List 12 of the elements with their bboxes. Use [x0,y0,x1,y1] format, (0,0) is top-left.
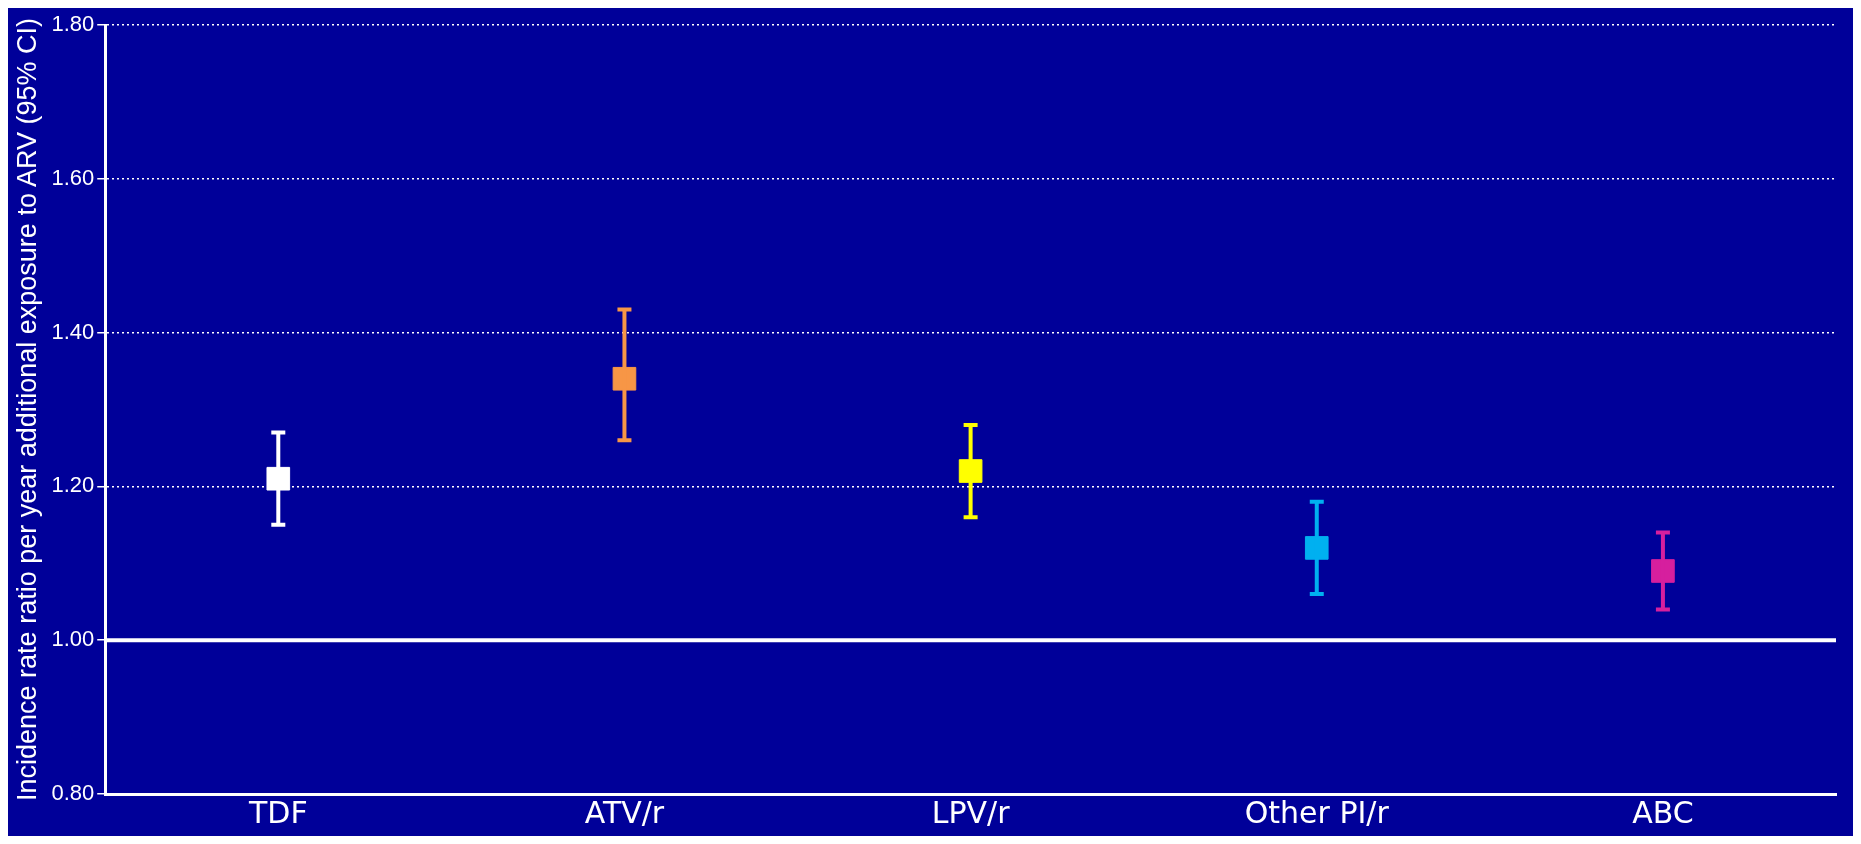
y-axis-title: Incidence rate ratio per year additional exposure to ARV (95% CI) [11,18,42,801]
y-tick-label: 1.20 [51,472,95,498]
y-tick-label: 1.80 [51,11,95,37]
x-tick-label: TDF [247,794,308,830]
y-tick-label: 1.00 [51,626,95,652]
y-tick-label: 1.40 [51,318,95,344]
x-tick-label: Other PI/r [1244,794,1390,830]
y-tick-label: 0.80 [51,780,95,806]
y-tick-label: 1.60 [51,164,95,190]
x-tick-label: ATV/r [584,794,665,830]
x-tick-label: ABC [1632,794,1694,830]
x-tick-label: LPV/r [931,794,1011,830]
